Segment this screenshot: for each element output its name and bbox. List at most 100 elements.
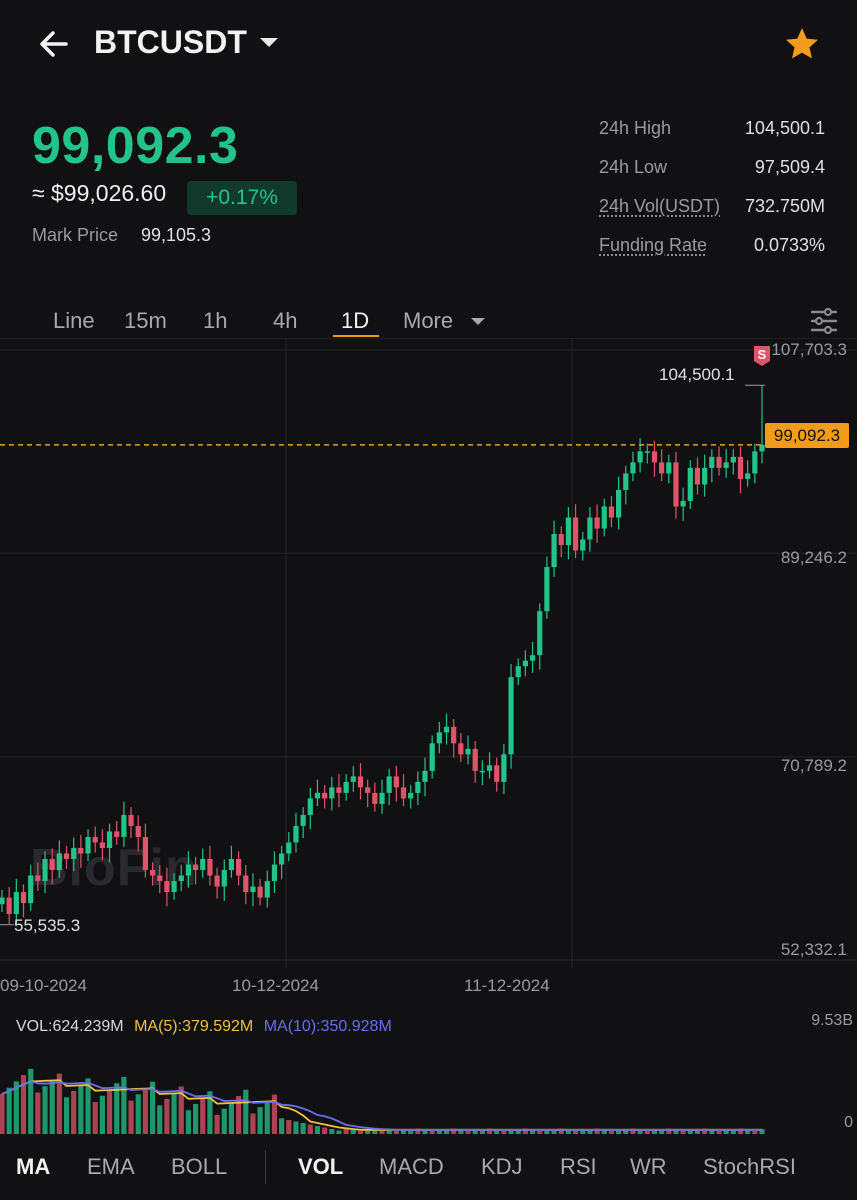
indicator-macd[interactable]: MACD [379,1154,444,1179]
tab-1h[interactable]: 1h [203,308,228,333]
tab-more[interactable]: More [403,308,454,333]
vol-ma10: MA(10):350.928M [263,1018,392,1035]
volume-bar [128,1100,134,1134]
volume-bar [644,1131,650,1134]
indicator-ma[interactable]: MA [16,1154,51,1179]
volume-bar [393,1131,399,1134]
candle-body [293,825,299,843]
volume-bar [637,1129,643,1134]
volume-bar [56,1073,62,1134]
volume-bar [659,1130,665,1134]
tab-15m[interactable]: 15m [124,308,167,333]
volume-bar [544,1129,550,1134]
volume-bar [752,1131,758,1134]
candle-body [322,792,328,799]
sell-marker-icon[interactable]: S [752,344,772,368]
volume-bar [472,1129,478,1134]
candle-body [451,726,457,744]
volume-bar [673,1129,679,1134]
volume-bar [243,1089,249,1134]
volume-bar [687,1129,693,1134]
vol-value: VOL:624.239M [16,1018,124,1035]
volume-bar [92,1102,98,1134]
volume-bar [501,1131,507,1134]
volume-bar [451,1128,457,1134]
candle-body [472,748,478,771]
stat-funding-rate-value: 0.0733% [753,235,825,255]
candle-body [393,776,399,788]
volume-bar [486,1128,493,1134]
indicator-kdj[interactable]: KDJ [481,1154,523,1179]
volume-bar [759,1129,765,1134]
volume-bar [616,1129,622,1134]
tab-1d[interactable]: 1D [341,308,370,333]
indicator-vol[interactable]: VOL [298,1154,344,1179]
candle-body [666,462,672,474]
indicator-boll[interactable]: BOLL [171,1154,228,1179]
candle-body [372,792,378,804]
indicator-rsi[interactable]: RSI [560,1154,597,1179]
candle-body [479,770,485,773]
candle-body [350,776,356,782]
candle-body [522,660,528,667]
stat-24h-high-label: 24h High [599,118,672,138]
candle-body [192,864,199,871]
volume-bar [264,1100,270,1134]
symbol-title[interactable]: BTCUSDT [94,24,247,60]
volume-bar [221,1108,227,1134]
more-dropdown-icon[interactable] [471,318,485,325]
volume-bar [508,1129,514,1134]
candle-body [659,462,665,474]
volume-chart[interactable] [0,1040,857,1136]
volume-bar [114,1083,120,1134]
candle-body [200,859,206,871]
chart-settings-icon[interactable] [810,307,838,335]
candle-body [85,836,91,854]
indicator-ema[interactable]: EMA [87,1154,135,1179]
tab-line[interactable]: Line [53,308,95,333]
volume-bar [314,1126,321,1134]
candlestick-chart[interactable] [0,338,857,968]
volume-bar [157,1105,163,1134]
candle-body [365,787,371,793]
volume-bar [78,1084,84,1134]
symbol-dropdown-icon[interactable] [260,38,278,47]
volume-bar [279,1118,285,1134]
candle-body [694,467,701,485]
volume-bar [630,1128,636,1134]
candle-body [178,875,184,882]
volume-bar [608,1131,615,1134]
x-axis-label-2: 10-12-2024 [232,976,319,995]
volume-bar [99,1095,105,1134]
volume-bar [300,1123,306,1134]
candle-body [436,732,442,744]
stat-24h-vol-label[interactable]: 24h Vol(USDT) [599,196,721,216]
candle-body [121,814,127,837]
back-arrow-icon[interactable] [36,26,72,62]
volume-bar [164,1099,170,1134]
volume-bar [623,1130,629,1134]
star-icon[interactable] [784,26,820,62]
candle-body [271,864,278,882]
candle-body [236,859,242,876]
volume-bar [329,1129,335,1134]
candle-body [465,748,471,755]
candle-body [264,881,270,898]
volume-axis-zero: 0 [844,1114,853,1131]
indicator-wr[interactable]: WR [630,1154,667,1179]
candle-body [171,881,177,893]
volume-bar [702,1128,708,1134]
tab-4h[interactable]: 4h [273,308,298,333]
ma10-line [1,1080,762,1131]
candle-body [580,539,586,551]
candle-body [71,847,77,860]
indicator-stochrsi[interactable]: StochRSI [703,1154,796,1179]
volume-bar [745,1129,751,1134]
stat-funding-rate-label[interactable]: Funding Rate [599,235,708,255]
price-change-badge: +0.17% [187,181,297,215]
volume-bar [529,1129,536,1134]
candle-body [752,451,758,474]
volume-bar [494,1129,500,1134]
candle-body [214,875,220,887]
x-axis-label-1: 09-10-2024 [0,976,87,995]
